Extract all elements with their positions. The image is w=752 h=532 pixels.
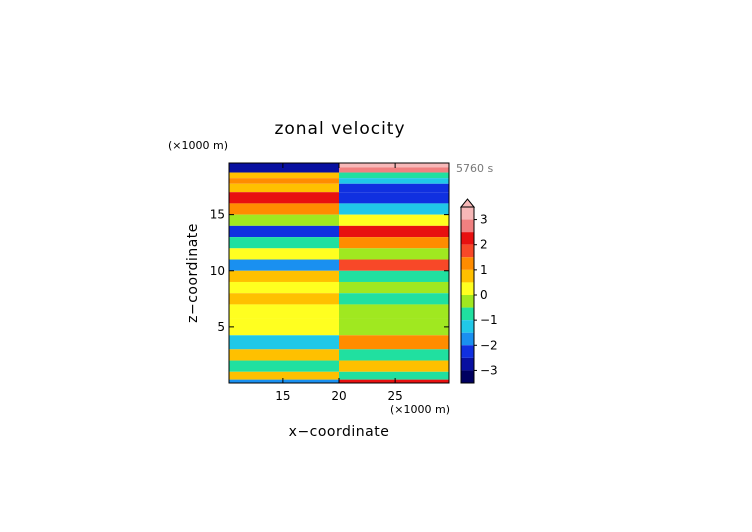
y-tick-label: 10 (210, 264, 225, 278)
field-cell-left (229, 304, 339, 319)
field-cell-right (339, 237, 449, 249)
field-cell-left (229, 163, 339, 168)
field-cell-right (339, 379, 449, 383)
x-tick-label: 15 (275, 389, 290, 403)
colorbar-extend-arrow (459, 198, 476, 208)
field-cell-right (339, 163, 449, 168)
field-cell-right (339, 203, 449, 215)
y-tick-label: 15 (210, 208, 225, 222)
colorbar-level (461, 244, 474, 258)
colorbar-level (461, 257, 474, 270)
field-cell-right (339, 259, 449, 271)
field-cell-right (339, 167, 449, 173)
field-cell-right (339, 172, 449, 179)
colorbar-level (461, 219, 474, 233)
y-axis-label: z−coordinate (185, 223, 201, 323)
field-cell-right (339, 318, 449, 336)
field-cell-left (229, 237, 339, 249)
field-cell-left (229, 259, 339, 271)
field-cell-right (339, 192, 449, 204)
field-cell-left (229, 349, 339, 361)
y-tick-label: 5 (217, 320, 225, 334)
colorbar-level (461, 370, 474, 383)
field-cell-left (229, 192, 339, 204)
colorbar-level (461, 357, 474, 371)
time-label: 5760 s (456, 162, 493, 175)
field-cell-left (229, 172, 339, 179)
field-cell-left (229, 360, 339, 372)
field-cell-left (229, 178, 339, 184)
x-unit-label: (×1000 m) (390, 403, 450, 416)
field-cell-right (339, 183, 449, 193)
colorbar-level (461, 307, 474, 321)
field-cell-right (339, 349, 449, 361)
field-cell-right (339, 360, 449, 372)
colorbar-level (461, 320, 474, 333)
field-cell-right (339, 270, 449, 282)
field-cell-left (229, 183, 339, 193)
colorbar-level (461, 232, 474, 245)
field-cell-left (229, 248, 339, 260)
colorbar-level (461, 207, 474, 220)
colorbar: 3 2 1 0 −1 −2 −3 (459, 198, 498, 384)
colorbar-tick-label: 1 (480, 263, 488, 277)
colorbar-tick-label: 2 (480, 238, 488, 252)
colorbar-level (461, 269, 474, 283)
field-cell-left (229, 214, 339, 226)
chart-title: zonal velocity (274, 119, 405, 139)
field-cell-right (339, 293, 449, 305)
colorbar-level (461, 332, 474, 346)
x-tick-label: 25 (387, 389, 402, 403)
field-cell-left (229, 225, 339, 238)
field-cell-right (339, 225, 449, 238)
field-cell-left (229, 318, 339, 336)
x-axis-label: x−coordinate (289, 424, 390, 440)
field-cell-left (229, 203, 339, 215)
plot-area (229, 163, 449, 383)
colorbar-tick-label: −2 (480, 338, 498, 352)
field-cell-right (339, 178, 449, 184)
field-cell-right (339, 371, 449, 380)
colorbar-tick-label: 0 (480, 288, 488, 302)
colorbar-tick-label: −3 (480, 363, 498, 377)
field-cell-left (229, 371, 339, 380)
y-unit-label: (×1000 m) (168, 139, 228, 152)
colorbar-level (461, 345, 474, 358)
field-cell-right (339, 248, 449, 260)
field-cell-left (229, 293, 339, 305)
field-cell-left (229, 270, 339, 282)
colorbar-tick-label: 3 (480, 213, 488, 227)
colorbar-tick-label: −1 (480, 313, 498, 327)
field-cell-right (339, 214, 449, 226)
field-cell-left (229, 281, 339, 294)
field-cell-left (229, 167, 339, 173)
field-cell-left (229, 379, 339, 383)
field-cell-right (339, 335, 449, 350)
colorbar-level (461, 282, 474, 295)
y-axis-ticks: 5 10 15 (210, 208, 449, 334)
field-cell-right (339, 304, 449, 319)
x-tick-label: 20 (331, 389, 346, 403)
field-cell-left (229, 335, 339, 350)
field-cell-right (339, 281, 449, 294)
colorbar-level (461, 295, 474, 308)
x-axis-ticks: 15 20 25 (275, 163, 403, 403)
